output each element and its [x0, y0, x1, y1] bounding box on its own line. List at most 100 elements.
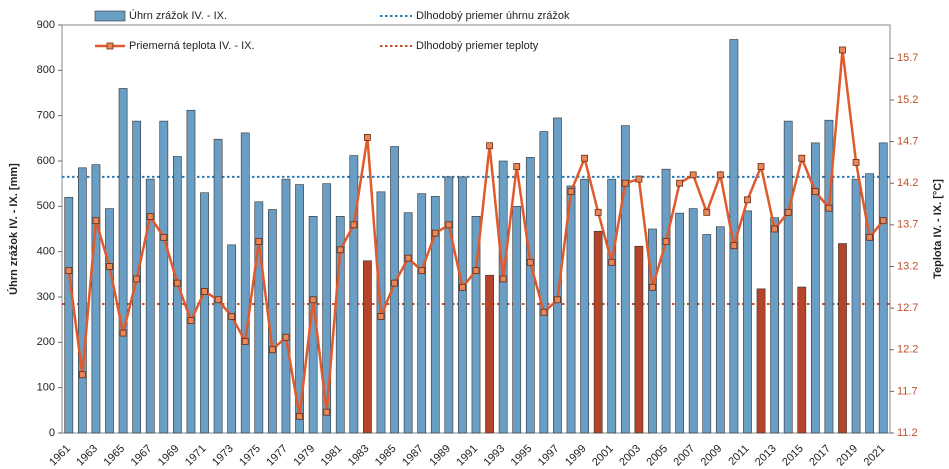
- bar: [390, 146, 399, 434]
- marker: [459, 283, 466, 291]
- bar: [485, 274, 494, 434]
- x-tick-label: 2021: [862, 443, 888, 469]
- marker: [119, 329, 127, 337]
- marker: [499, 275, 507, 283]
- marker: [703, 208, 711, 216]
- marker: [201, 288, 208, 295]
- bar: [620, 125, 630, 434]
- marker: [228, 313, 236, 320]
- marker: [431, 229, 439, 237]
- y-tick-label: 800: [37, 64, 55, 76]
- marker: [241, 338, 249, 345]
- y2-tick-label: 13.7: [897, 219, 918, 231]
- x-tick-label: 2005: [644, 443, 670, 469]
- marker: [866, 233, 874, 241]
- marker: [811, 188, 819, 195]
- marker: [377, 313, 385, 320]
- y2-tick-label: 11.2: [897, 427, 918, 439]
- marker: [649, 283, 656, 291]
- marker: [879, 217, 887, 225]
- bar: [539, 131, 549, 434]
- x-tick-label: 2001: [590, 443, 616, 469]
- bar: [607, 178, 617, 434]
- bar: [335, 216, 345, 434]
- bar: [240, 132, 250, 434]
- bar: [417, 193, 427, 434]
- marker: [662, 238, 670, 245]
- marker: [798, 154, 806, 162]
- marker: [350, 221, 358, 229]
- y2-tick-label: 11.7: [897, 385, 918, 397]
- marker: [472, 267, 480, 275]
- marker: [133, 275, 141, 283]
- marker: [676, 179, 684, 187]
- bar: [173, 156, 182, 434]
- marker: [621, 179, 629, 187]
- marker: [173, 279, 181, 287]
- x-tick-label: 1961: [47, 443, 73, 469]
- bar: [200, 192, 209, 434]
- bar: [186, 109, 196, 434]
- bar: [675, 212, 684, 434]
- y-tick-label: 600: [37, 155, 55, 167]
- y-tick-label: 500: [37, 200, 55, 212]
- marker: [106, 263, 113, 270]
- y-axis-label: Úhrn zrážok IV. - IX. [mm]: [7, 163, 20, 295]
- marker: [323, 408, 331, 416]
- bar: [118, 88, 128, 434]
- x-tick-label: 1967: [129, 443, 155, 469]
- x-tick-label: 1993: [482, 443, 508, 469]
- x-tick-label: 2013: [753, 443, 779, 469]
- marker: [825, 204, 833, 212]
- bar: [77, 167, 87, 434]
- legend-label: Dlhodobý priemer teploty: [416, 40, 539, 52]
- x-tick-label: 1985: [373, 443, 399, 469]
- bar: [865, 173, 875, 434]
- bar: [471, 216, 481, 434]
- marker: [771, 225, 779, 233]
- bar: [661, 168, 671, 434]
- y2-tick-label: 12.7: [897, 302, 918, 314]
- y-tick-label: 700: [37, 110, 55, 122]
- x-tick-label: 1981: [319, 443, 345, 469]
- marker: [268, 346, 276, 354]
- marker: [526, 258, 534, 266]
- x-tick-label: 2015: [780, 443, 806, 469]
- legend-marker: [106, 42, 114, 50]
- marker: [187, 317, 195, 324]
- bar: [580, 178, 589, 434]
- bar: [213, 138, 223, 434]
- y2-tick-label: 15.2: [897, 94, 918, 106]
- marker: [608, 258, 616, 266]
- y-tick-label: 100: [37, 382, 55, 394]
- marker: [92, 217, 100, 225]
- x-tick-label: 1965: [101, 443, 127, 469]
- y-tick-label: 300: [37, 291, 55, 303]
- bar: [838, 243, 847, 434]
- bar: [145, 178, 155, 434]
- marker: [146, 213, 154, 220]
- x-tick-label: 1977: [264, 443, 290, 469]
- y2-tick-label: 14.2: [897, 177, 918, 189]
- marker: [160, 233, 168, 241]
- marker: [418, 267, 426, 275]
- bar: [430, 196, 440, 434]
- x-tick-label: 1999: [563, 443, 589, 469]
- marker: [336, 246, 344, 254]
- bar: [702, 234, 712, 434]
- bar: [810, 142, 820, 434]
- bar: [851, 178, 861, 434]
- marker: [839, 46, 846, 54]
- x-tick-label: 1989: [427, 443, 453, 469]
- bar: [743, 210, 752, 434]
- y2-tick-label: 12.2: [897, 344, 918, 356]
- bar: [349, 155, 359, 434]
- x-tick-label: 2007: [672, 443, 698, 469]
- bar: [444, 176, 454, 434]
- bar: [159, 120, 169, 434]
- bar: [783, 120, 793, 434]
- x-tick-label: 1969: [156, 443, 182, 469]
- bar: [281, 178, 291, 434]
- marker: [689, 171, 697, 179]
